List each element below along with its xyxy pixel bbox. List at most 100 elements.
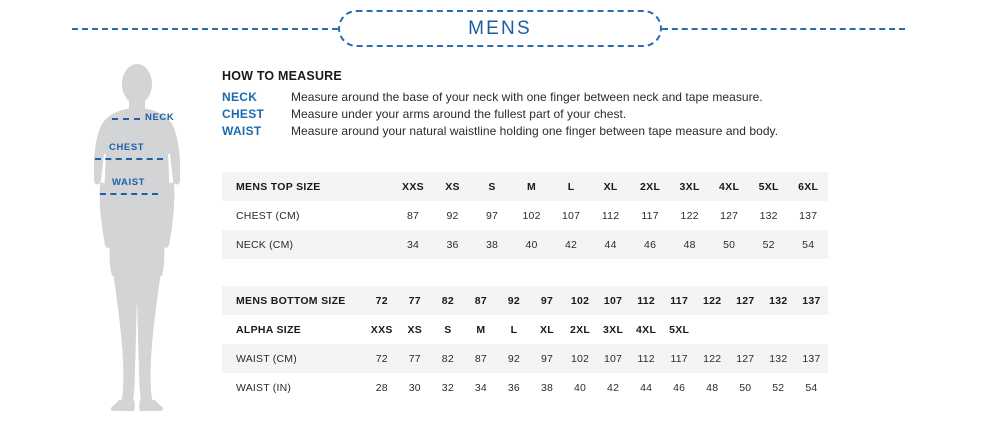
table-cell: 82	[441, 352, 454, 365]
table-cell: 46	[644, 238, 657, 251]
table-cell: 102	[570, 294, 590, 307]
table-cell: 48	[683, 238, 696, 251]
table-cell: 87	[474, 352, 487, 365]
how-to-measure-row: WAIST Measure around your natural waistl…	[222, 124, 922, 138]
table-cell: 132	[769, 294, 788, 307]
table-cell: 3XL	[679, 180, 700, 193]
table-cell: 30	[408, 381, 421, 394]
neck-measure-dash	[112, 118, 140, 120]
how-to-measure-title: HOW TO MEASURE	[222, 69, 342, 83]
male-body-silhouette-icon	[94, 64, 180, 411]
table-cell: 28	[375, 381, 388, 394]
how-to-measure-section: HOW TO MEASURE NECK Measure around the b…	[222, 69, 922, 141]
table-cell: M	[527, 180, 537, 193]
table-cell: 72	[375, 352, 388, 365]
how-to-measure-term-waist: WAIST	[222, 124, 262, 138]
table-cell: 97	[540, 352, 554, 365]
figure-label-neck: NECK	[145, 112, 175, 123]
table-cell: 34	[474, 381, 487, 394]
table-row-label: CHEST (CM)	[236, 209, 300, 222]
how-to-measure-row: NECK Measure around the base of your nec…	[222, 90, 922, 104]
table-row: ALPHA SIZE XXS XS S M L XL 2XL 3XL 4XL 5XL	[222, 315, 828, 344]
figure-label-chest: CHEST	[109, 142, 145, 153]
table-cell: 132	[769, 352, 788, 365]
table-cell: 4XL	[719, 180, 740, 193]
table-cell: 137	[802, 352, 821, 365]
table-cell: 122	[680, 209, 699, 222]
table-cell: 107	[603, 294, 623, 307]
table-cell: 36	[507, 381, 520, 394]
body-silhouette-figure: NECK CHEST WAIST	[92, 62, 212, 412]
table-cell: 92	[507, 294, 521, 307]
chest-measure-dash	[95, 158, 163, 160]
table-cell: 137	[799, 209, 818, 222]
table-cell: 122	[703, 352, 722, 365]
table-cell: XL	[539, 323, 554, 336]
table-cell: 77	[408, 294, 421, 307]
table-cell: 48	[706, 381, 719, 394]
table-cell: 40	[573, 381, 587, 394]
table-cell: XXS	[370, 323, 393, 336]
table-cell: 112	[601, 209, 620, 222]
table-cell: 107	[562, 209, 581, 222]
table-cell: 5XL	[669, 323, 690, 336]
table-cell: 54	[802, 238, 815, 251]
table-row-label: WAIST (CM)	[236, 352, 297, 365]
table-cell: 36	[446, 238, 459, 251]
table-cell: 127	[736, 352, 755, 365]
table-cell: 3XL	[603, 323, 624, 336]
how-to-measure-row: CHEST Measure under your arms around the…	[222, 107, 922, 121]
how-to-measure-term-chest: CHEST	[222, 107, 265, 121]
banner-dashed-rule-right	[662, 28, 905, 30]
table-cell: XXS	[402, 180, 424, 193]
table-cell: 117	[670, 294, 689, 307]
table-cell: 38	[485, 238, 499, 251]
table-cell: 117	[641, 209, 659, 222]
table-row-label: ALPHA SIZE	[236, 323, 302, 336]
table-row: NECK (CM) 34 36 38 40 42 44 46 48 50 52 54	[222, 230, 828, 259]
table-cell: 52	[762, 238, 775, 251]
mens-bottom-size-table: MENS BOTTOM SIZE 72 77 82 87 92 97 102 107 112 117…	[222, 286, 828, 402]
table-cell: 44	[640, 381, 653, 394]
table-cell: 132	[759, 209, 778, 222]
mens-top-size-table: MENS TOP SIZE XXS XS S M L XL 2XL 3XL 4XL 5XL 6XL C…	[222, 172, 828, 259]
table-row: CHEST (CM) 87 92 97 102 107 112 117 122 127 132 137	[222, 201, 828, 230]
table-cell: 52	[772, 381, 785, 394]
table-row: WAIST (IN) 28 30 32 34 36 38 40 42 44 46 48 50 52 54	[222, 373, 828, 402]
table-row-label: WAIST (IN)	[236, 381, 292, 394]
table-cell: S	[488, 180, 496, 193]
table-cell: S	[444, 323, 452, 336]
table-row-label: NECK (CM)	[236, 238, 294, 251]
banner-capsule: MENS	[338, 10, 662, 47]
table-cell	[696, 315, 729, 344]
table-cell: 2XL	[569, 323, 591, 336]
table-cell: 44	[604, 238, 617, 251]
table-cell: 42	[607, 381, 620, 394]
table-row: WAIST (CM) 72 77 82 87 92 97 102 107 112 117 122 127…	[222, 344, 828, 373]
table-cell: 38	[540, 381, 554, 394]
table-cell: 32	[441, 381, 454, 394]
figure-label-waist: WAIST	[112, 177, 146, 188]
table-cell: 107	[604, 352, 623, 365]
table-header-row: MENS BOTTOM SIZE 72 77 82 87 92 97 102 107 112 117…	[222, 286, 828, 315]
table-cell: 137	[802, 294, 821, 307]
how-to-measure-term-neck: NECK	[222, 90, 258, 104]
table-cell: 77	[408, 352, 421, 365]
table-cell: 4XL	[636, 323, 657, 336]
table-cell: 87	[474, 294, 488, 307]
table-cell: 5XL	[758, 180, 779, 193]
table-cell: 92	[507, 352, 520, 365]
table-cell: 46	[673, 381, 686, 394]
table-cell	[729, 315, 762, 344]
table-cell: 34	[406, 238, 420, 251]
table-cell: 2XL	[640, 180, 661, 193]
table-cell: 117	[670, 352, 688, 365]
table-cell: 127	[720, 209, 739, 222]
how-to-measure-desc-chest: Measure under your arms around the fulle…	[291, 107, 627, 121]
table-cell: XS	[445, 180, 460, 193]
table-cell: 122	[703, 294, 722, 307]
table-cell: M	[476, 323, 486, 336]
table-cell: 50	[739, 381, 752, 394]
table-cell	[795, 315, 828, 344]
table-cell: 112	[637, 294, 656, 307]
